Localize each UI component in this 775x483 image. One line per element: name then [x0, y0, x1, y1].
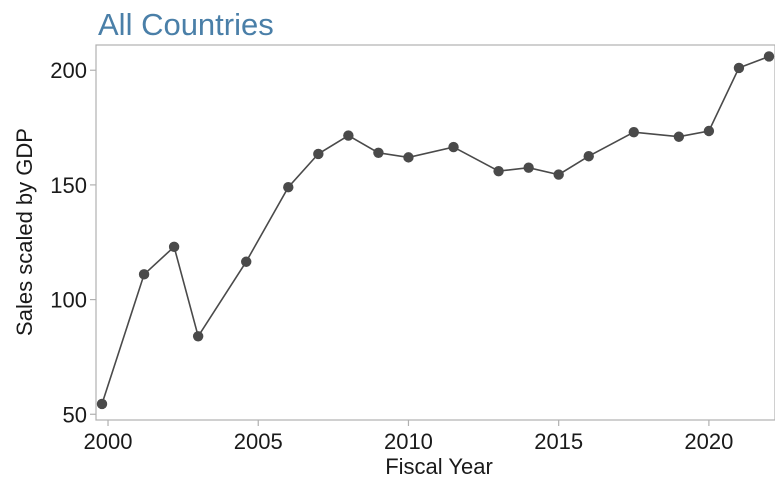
series-line-group — [96, 51, 775, 410]
chart-title: All Countries — [98, 7, 274, 42]
x-axis: 2000 2005 2010 2015 2020 — [84, 420, 733, 454]
y-tick-label: 150 — [50, 173, 87, 198]
data-point — [448, 141, 459, 153]
data-point — [283, 182, 294, 193]
data-point — [733, 62, 745, 74]
y-tick-label: 200 — [50, 58, 87, 83]
x-tick-label: 2005 — [234, 429, 283, 454]
data-point — [138, 269, 150, 280]
data-point — [763, 51, 775, 62]
x-tick-label: 2020 — [684, 429, 733, 454]
plot-frame — [95, 44, 775, 421]
data-point — [343, 130, 354, 141]
data-point — [583, 151, 594, 162]
data-point — [241, 256, 252, 267]
x-tick-label: 2010 — [384, 429, 433, 454]
series-line — [101, 55, 770, 405]
data-point — [523, 162, 534, 173]
data-point — [192, 331, 204, 342]
data-point — [96, 398, 108, 410]
data-point — [703, 125, 715, 137]
data-point — [493, 165, 504, 177]
y-tick-label: 100 — [50, 288, 87, 313]
data-point — [373, 147, 384, 158]
data-point — [673, 131, 685, 142]
y-axis-label: Sales scaled by GDP — [12, 128, 37, 336]
data-point — [313, 148, 324, 160]
data-point — [553, 169, 564, 180]
x-axis-label: Fiscal Year — [385, 454, 493, 479]
x-tick-label: 2015 — [534, 429, 583, 454]
data-point — [628, 126, 639, 138]
y-axis: 50 100 150 200 — [50, 58, 96, 427]
x-tick-label: 2000 — [84, 429, 133, 454]
y-tick-label: 50 — [63, 402, 87, 427]
data-point — [403, 152, 414, 163]
data-point — [168, 241, 180, 253]
